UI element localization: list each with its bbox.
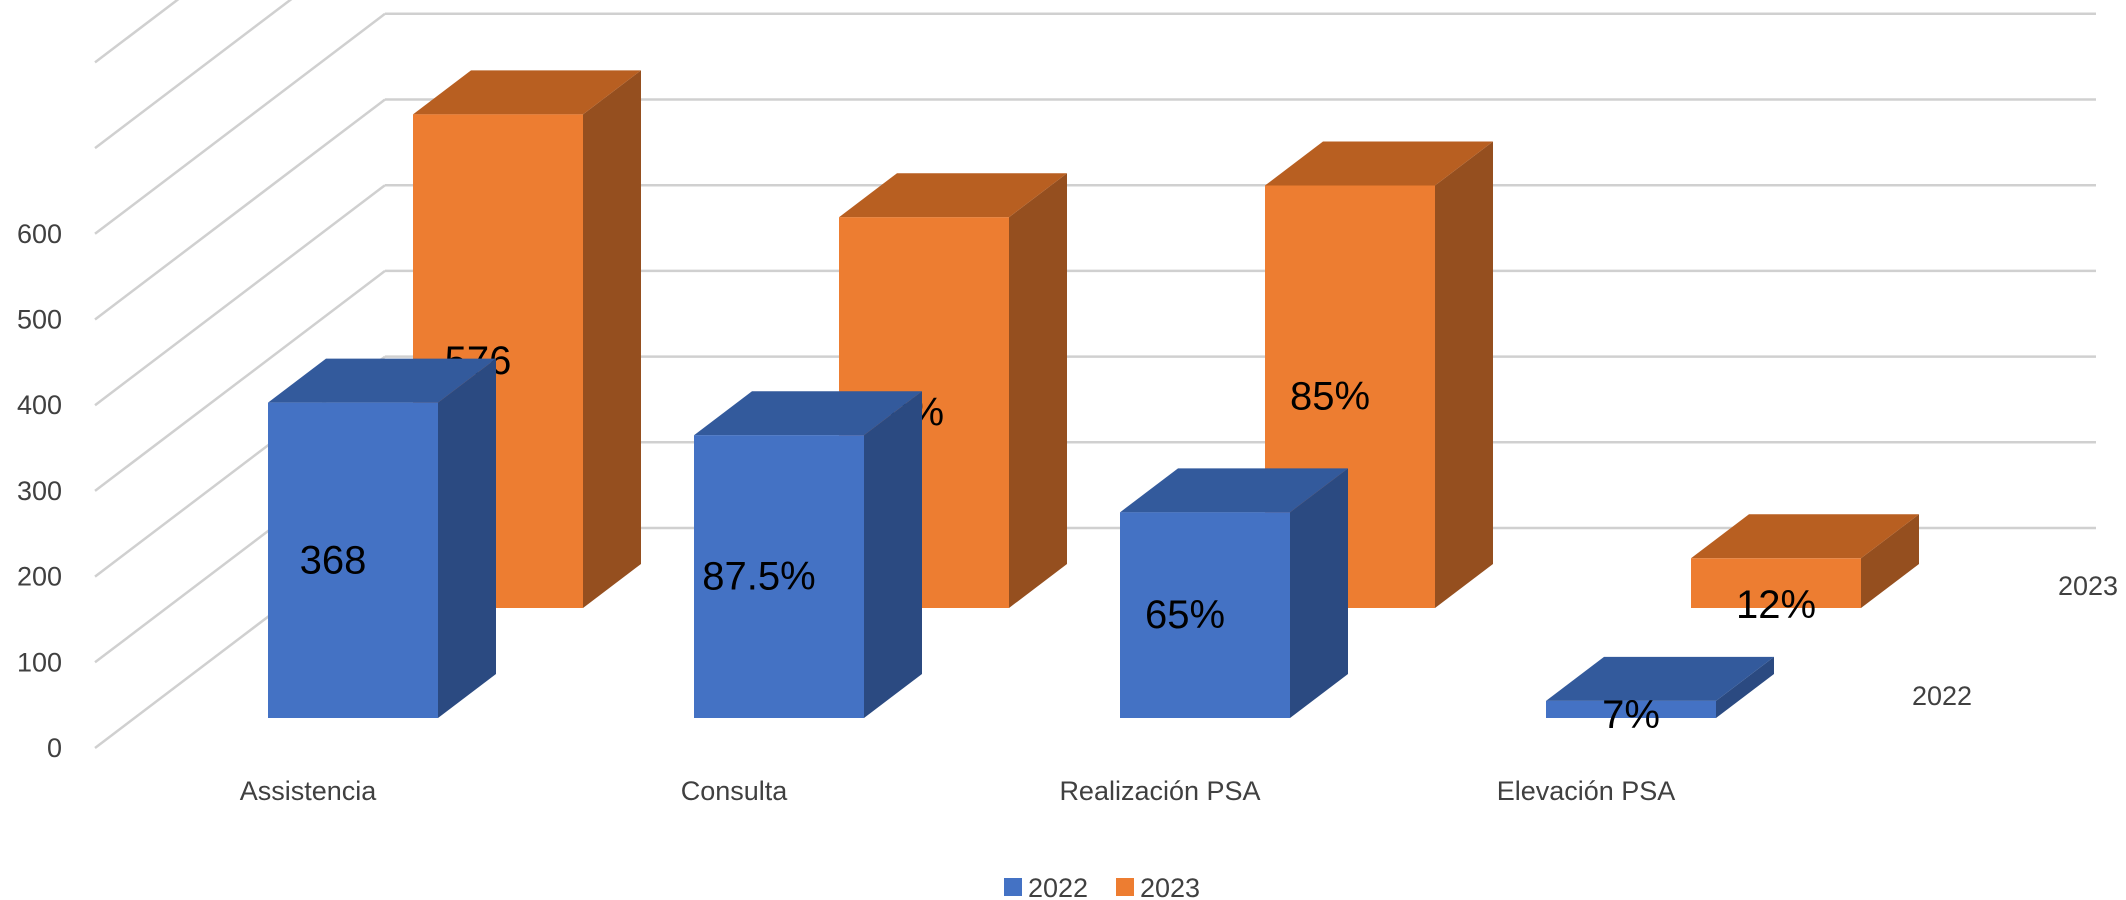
bar-front xyxy=(1546,700,1716,718)
grid-lines xyxy=(94,0,2096,749)
data-label: 7% xyxy=(1602,693,1660,737)
series-axis-label: 2022 xyxy=(1912,681,1972,711)
legend-item: 2022 xyxy=(1004,873,1088,900)
grid-line-diagonal xyxy=(94,269,386,492)
bar-top xyxy=(694,391,922,436)
legend-item: 2023 xyxy=(1116,873,1200,900)
bar-top xyxy=(1546,656,1774,701)
y-tick-label: 100 xyxy=(17,647,62,677)
bar-2022-0: 368 xyxy=(268,358,496,718)
bar-top xyxy=(1691,514,1919,559)
legend-swatch xyxy=(1116,878,1134,896)
data-label: 85% xyxy=(1290,375,1370,419)
category-label: Assistencia xyxy=(240,776,378,806)
data-label: 65% xyxy=(1145,593,1225,637)
legend-label: 2023 xyxy=(1140,873,1200,900)
bar-top xyxy=(268,358,496,403)
legend: 2022 2023 xyxy=(1004,873,1200,900)
bar-2022-3: 7% xyxy=(1546,656,1774,737)
category-label: Elevación PSA xyxy=(1497,776,1676,806)
y-tick-label: 400 xyxy=(17,390,62,420)
bar-front xyxy=(694,435,864,718)
bar-side xyxy=(438,358,496,718)
bar-top xyxy=(1120,468,1348,513)
bar-2022-1: 87.5% xyxy=(694,391,922,718)
grid-line-diagonal xyxy=(94,184,386,407)
grid-line-diagonal xyxy=(94,0,180,64)
y-tick-label: 600 xyxy=(17,219,62,249)
bar-front xyxy=(1691,558,1861,608)
bar-front xyxy=(268,402,438,718)
bar-front xyxy=(1120,512,1290,718)
data-label: 368 xyxy=(300,538,367,582)
y-tick-label: 0 xyxy=(47,733,62,763)
grid-line-diagonal xyxy=(94,12,386,235)
y-tick-label: 200 xyxy=(17,562,62,592)
bar-top xyxy=(839,173,1067,218)
series-axis-labels: 2022 2023 xyxy=(1912,571,2118,711)
series-axis-label: 2023 xyxy=(2058,571,2118,601)
grid-line-diagonal xyxy=(94,0,293,150)
bar-2022-2: 65% xyxy=(1120,468,1348,718)
data-label: 87.5% xyxy=(702,555,815,599)
bar-2023-3: 12% xyxy=(1691,514,1919,627)
bar-side xyxy=(1009,173,1067,608)
bar-side xyxy=(1716,656,1774,718)
bar-side xyxy=(1435,141,1493,608)
category-label: Consulta xyxy=(681,776,789,806)
category-label: Realización PSA xyxy=(1059,776,1260,806)
category-labels: Assistencia Consulta Realización PSA Elevac… xyxy=(240,776,1676,806)
data-label: 12% xyxy=(1736,583,1816,627)
bar-top xyxy=(413,70,641,115)
y-tick-label: 500 xyxy=(17,305,62,335)
bar-side xyxy=(1290,468,1348,718)
y-axis-ticks: 0 100 200 300 400 500 600 xyxy=(17,219,62,763)
bar-side xyxy=(583,70,641,609)
legend-swatch xyxy=(1004,878,1022,896)
grid-line-diagonal xyxy=(94,98,386,321)
bar-side xyxy=(1861,514,1919,608)
bar-top xyxy=(1265,141,1493,186)
bar-side xyxy=(864,391,922,718)
legend-label: 2022 xyxy=(1028,873,1088,900)
y-tick-label: 300 xyxy=(17,476,62,506)
